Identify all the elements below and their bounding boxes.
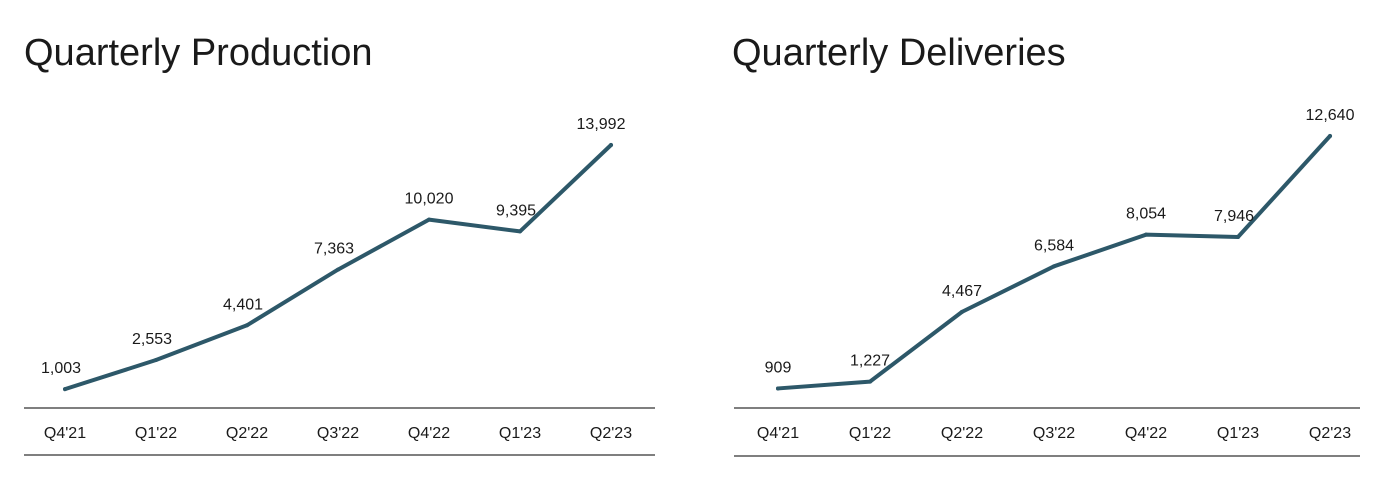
data-point [1052, 264, 1056, 269]
x-tick-label: Q4'22 [408, 425, 450, 442]
data-label: 10,020 [405, 191, 454, 208]
deliveries-chart: 909 Q4'21 1,227 Q1'22 4,467 Q2'22 6,584 Q3'22 8,… [734, 107, 1360, 457]
data-point [518, 229, 522, 234]
data-point [609, 143, 613, 147]
deliveries-chart-panel: Quarterly Deliveries 909 Q4'21 1,227 Q1'22 4… [708, 0, 1368, 482]
x-tick-label: Q2'23 [1309, 425, 1351, 442]
x-tick-label: Q2'22 [941, 425, 983, 442]
production-chart-panel: Quarterly Production 1,003 Q4'21 2,553 Q1'2… [0, 0, 660, 482]
data-label: 7,363 [314, 241, 354, 258]
data-label: 4,467 [942, 283, 982, 300]
data-point [427, 217, 431, 222]
data-label: 13,992 [577, 116, 626, 133]
data-label: 6,584 [1034, 237, 1074, 254]
series-line [776, 134, 1332, 391]
data-label: 1,003 [41, 360, 81, 377]
x-tick-label: Q3'22 [317, 425, 359, 442]
data-point [960, 309, 964, 314]
data-point [245, 323, 249, 328]
data-label: 8,054 [1126, 206, 1166, 223]
x-tick-label: Q2'22 [226, 425, 268, 442]
x-tick-label: Q3'22 [1033, 425, 1075, 442]
x-tick-label: Q4'22 [1125, 425, 1167, 442]
data-label: 9,395 [496, 202, 536, 219]
data-label: 1,227 [850, 353, 890, 370]
x-tick-label: Q4'21 [757, 425, 799, 442]
x-tick-label: Q2'23 [590, 425, 632, 442]
data-point [336, 267, 340, 272]
production-chart-title: Quarterly Production [24, 32, 373, 74]
data-label: 2,553 [132, 331, 172, 348]
x-tick-label: Q1'22 [849, 425, 891, 442]
deliveries-chart-title: Quarterly Deliveries [732, 32, 1066, 74]
data-label: 12,640 [1306, 107, 1355, 124]
series-line [63, 143, 613, 392]
x-tick-label: Q1'23 [1217, 425, 1259, 442]
data-point [1236, 235, 1240, 240]
data-point [868, 379, 872, 384]
data-label: 4,401 [223, 296, 263, 313]
x-tick-label: Q1'23 [499, 425, 541, 442]
data-point [1144, 232, 1148, 237]
data-point [776, 386, 780, 391]
data-label: 7,946 [1214, 208, 1254, 225]
data-point [154, 358, 158, 363]
x-tick-label: Q1'22 [135, 425, 177, 442]
production-chart: 1,003 Q4'21 2,553 Q1'22 4,401 Q2'22 7,363 Q3'22… [24, 116, 655, 456]
data-label: 909 [765, 359, 792, 376]
data-point [1328, 134, 1332, 138]
data-point [63, 387, 67, 392]
x-tick-label: Q4'21 [44, 425, 86, 442]
